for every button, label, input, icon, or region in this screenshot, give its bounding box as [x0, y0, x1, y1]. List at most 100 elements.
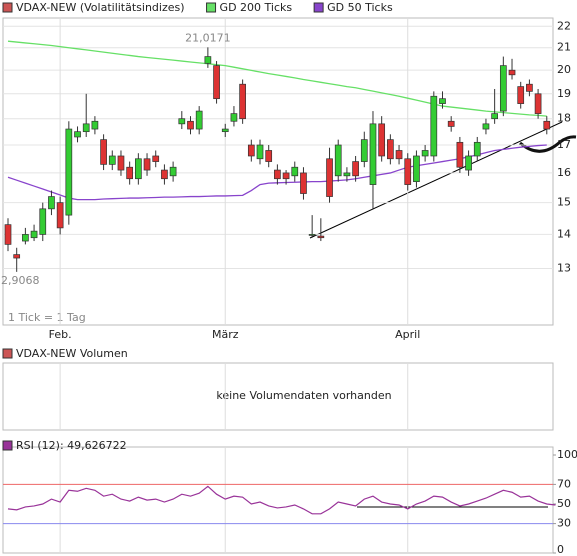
y-tick-label: 20: [557, 63, 571, 76]
candle-body: [282, 172, 290, 180]
y-tick-label: 15: [557, 196, 571, 209]
candle-body: [534, 93, 542, 114]
y-tick-label: 21: [557, 41, 571, 54]
legend-swatch: [2, 348, 13, 359]
volume-pane: [2, 362, 554, 431]
y-tick-label: 0: [557, 543, 564, 556]
y-tick-label: 16: [557, 166, 571, 179]
candle-body: [56, 202, 64, 229]
footnote: 1 Tick = 1 Tag: [8, 311, 86, 324]
candle-body: [247, 144, 255, 157]
candle-body: [421, 150, 429, 157]
candle-body: [499, 65, 507, 112]
pane-title: VDAX-NEW Volumen: [16, 347, 128, 360]
candle-body: [22, 234, 29, 242]
y-tick-label: 22: [557, 19, 571, 32]
candle-body: [387, 139, 394, 160]
legend-label: VDAX-NEW (Volatilitätsindizes): [16, 1, 185, 14]
y-tick-label: 30: [557, 517, 571, 530]
candle-body: [343, 172, 351, 177]
candle-body: [135, 158, 142, 180]
candle-body: [291, 166, 299, 177]
candle-body: [221, 128, 229, 133]
candle-body: [334, 144, 342, 177]
candle-body: [473, 141, 481, 157]
candle-body: [4, 224, 12, 245]
legend-swatch: [313, 2, 324, 13]
candle-body: [30, 230, 38, 239]
candle-body: [326, 158, 333, 197]
legend-label: GD 200 Ticks: [220, 1, 293, 14]
candle-body: [465, 155, 472, 171]
rsi-line: [7, 485, 556, 515]
candle-body: [413, 155, 420, 183]
volume-message: keine Volumendaten vorhanden: [216, 389, 391, 402]
candle-body: [369, 123, 377, 185]
candle-body: [169, 166, 177, 177]
candle-body: [360, 139, 368, 162]
y-tick-label: 17: [557, 138, 571, 151]
candle-body: [161, 169, 168, 180]
x-tick-label: Feb.: [49, 328, 72, 341]
candle-body: [117, 155, 125, 171]
legend-swatch: [2, 440, 13, 451]
candle-body: [308, 234, 316, 236]
y-tick-label: 13: [557, 262, 571, 275]
candle-body: [187, 120, 194, 130]
pane-title: RSI (12): 49,626722: [16, 439, 127, 452]
candle-body: [317, 235, 325, 239]
candle-body: [230, 113, 238, 122]
candle-body: [74, 131, 81, 138]
candle-body: [352, 161, 359, 177]
candle-body: [13, 254, 21, 259]
y-tick-label: 100: [557, 448, 577, 461]
moving-average-line: [7, 40, 547, 117]
y-tick-label: 50: [557, 497, 571, 510]
x-tick-label: April: [395, 328, 420, 341]
y-tick-label: 70: [557, 477, 571, 490]
candle-body: [517, 86, 525, 104]
candle-body: [300, 172, 307, 194]
y-tick-label: 19: [557, 87, 571, 100]
candle-body: [508, 69, 516, 76]
candle-body: [48, 196, 55, 210]
hand-drawn-curve: [519, 135, 577, 153]
candle-body: [395, 150, 403, 160]
x-tick-label: März: [212, 328, 239, 341]
y-tick-label: 18: [557, 112, 571, 125]
candle-body: [82, 123, 90, 133]
candle-body: [178, 118, 186, 125]
candle-body: [65, 128, 73, 216]
annotation: 21,0171: [185, 31, 231, 44]
candle-body: [274, 169, 281, 180]
candle-body: [39, 208, 47, 235]
candle-body: [152, 155, 160, 162]
candle-body: [482, 123, 490, 130]
trend-line: [309, 121, 563, 239]
y-tick-label: 14: [557, 227, 571, 240]
candle-body: [439, 98, 446, 104]
candle-body: [143, 158, 151, 171]
candle-body: [100, 139, 107, 165]
candle-body: [91, 120, 99, 130]
candle-body: [204, 56, 212, 64]
candle-body: [213, 65, 220, 100]
candle-body: [404, 158, 412, 185]
candle-body: [491, 113, 498, 120]
annotation: 12,9068: [0, 274, 39, 287]
candle-body: [239, 83, 246, 120]
candle-body: [126, 166, 134, 180]
candle-body: [378, 123, 386, 157]
candle-body: [430, 95, 438, 157]
candle-body: [456, 141, 464, 168]
candle-body: [526, 83, 533, 92]
rsi-pane: [2, 446, 554, 554]
legend-swatch: [206, 2, 217, 13]
candle-body: [108, 155, 116, 165]
candle-body: [447, 120, 455, 127]
candle-body: [256, 144, 264, 160]
candle-body: [265, 150, 273, 162]
candle-body: [195, 110, 203, 130]
legend-label: GD 50 Ticks: [327, 1, 393, 14]
